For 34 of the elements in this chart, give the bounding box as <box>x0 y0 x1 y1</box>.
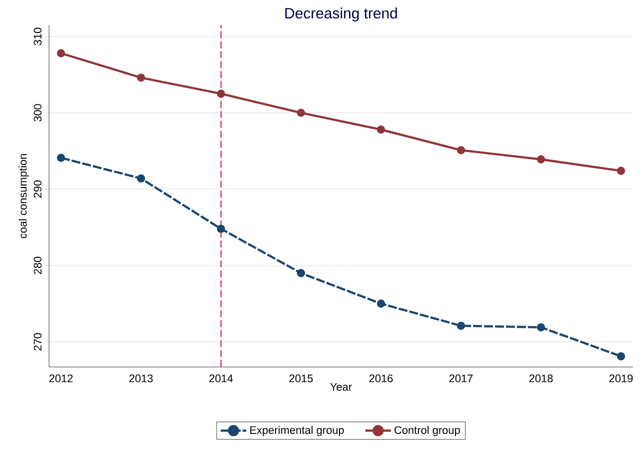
legend-label: Control group <box>394 426 460 436</box>
x-tick-label: 2012 <box>49 374 73 382</box>
point <box>536 323 546 332</box>
point <box>296 108 306 117</box>
y-tick-label: 280 <box>34 256 42 274</box>
point <box>56 49 66 58</box>
point <box>456 146 466 154</box>
point <box>536 155 546 164</box>
x-tick-label: 2016 <box>369 374 393 382</box>
point <box>136 74 146 82</box>
point <box>56 154 66 162</box>
y-tick-label: 310 <box>34 28 42 46</box>
y-axis-title: coal consumption <box>18 154 29 238</box>
point <box>376 300 386 308</box>
chart-title: Decreasing trend <box>285 8 397 22</box>
x-tick-label: 2017 <box>449 374 473 382</box>
point <box>136 174 146 183</box>
x-tick-label: 2018 <box>529 374 553 382</box>
point <box>376 126 386 134</box>
y-tick-label: 300 <box>34 104 42 122</box>
x-tick-label: 2014 <box>209 374 233 382</box>
x-tick-label: 2013 <box>129 374 153 382</box>
x-tick-label: 2019 <box>609 374 633 382</box>
x-tick-label: 2015 <box>289 374 313 382</box>
point <box>456 322 466 330</box>
y-tick-label: 290 <box>34 180 42 198</box>
y-tick-label: 270 <box>34 333 42 350</box>
point <box>296 269 306 278</box>
x-axis-title: Year <box>330 383 352 391</box>
point <box>616 166 626 175</box>
point <box>216 224 226 233</box>
legend-label: Experimental group <box>250 426 344 436</box>
point <box>216 90 226 98</box>
point <box>616 352 626 360</box>
